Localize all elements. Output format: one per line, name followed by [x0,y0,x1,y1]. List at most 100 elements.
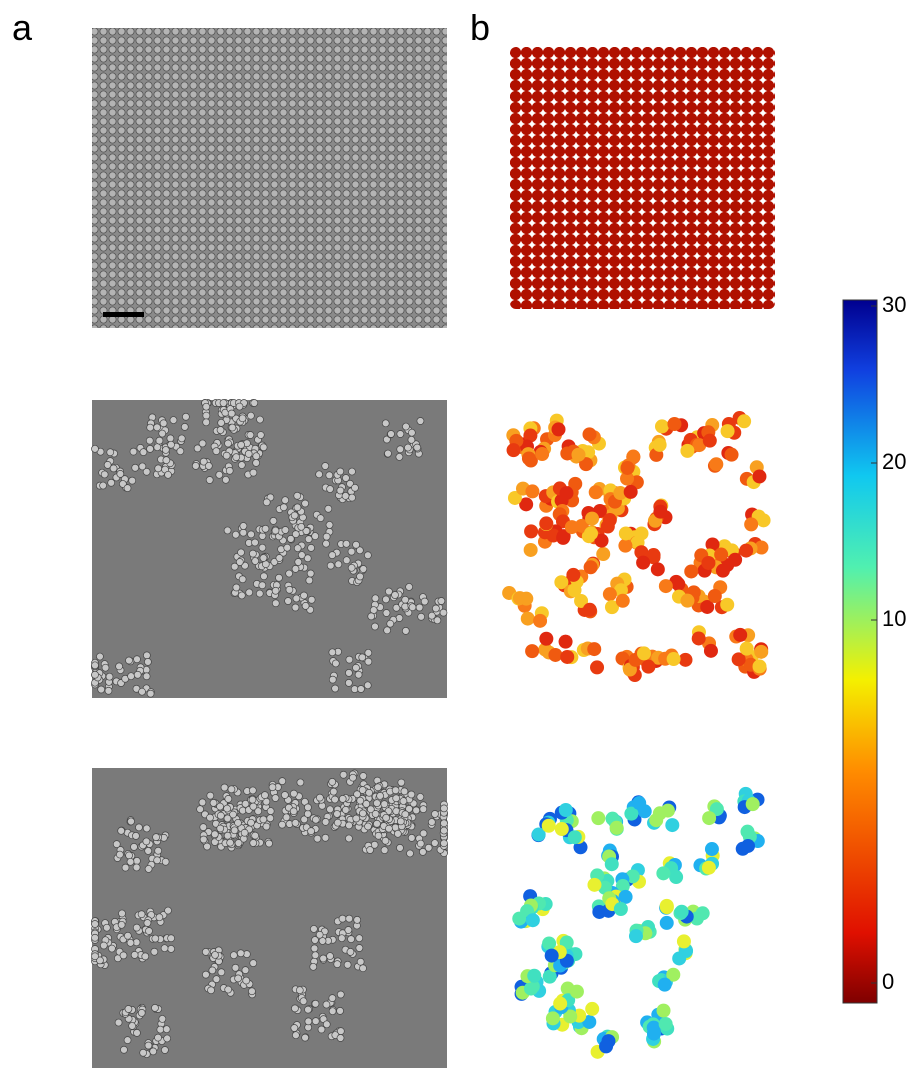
agent [702,861,716,875]
agent [733,628,747,642]
cell [343,540,350,547]
cell [266,840,273,847]
agent [655,419,669,433]
cell [143,673,150,680]
cell [116,851,123,858]
agent [704,644,718,658]
agent [619,890,633,904]
cell [356,935,363,942]
cell [122,864,129,871]
agent [618,539,632,553]
cell [217,803,224,810]
cell [217,825,224,832]
cell [416,604,423,611]
cell [306,577,313,584]
cell [275,574,282,581]
cell [205,462,212,469]
cell [387,620,394,627]
cell [131,951,138,958]
cell [170,417,177,424]
agent [559,803,573,817]
cell [329,552,336,559]
panel-label: a [12,7,33,48]
agent [653,505,667,519]
agent [660,900,674,914]
cell [338,935,345,942]
cell [320,955,327,962]
cell [260,816,267,823]
cell [211,831,218,838]
cell [102,664,109,671]
agent [524,982,538,996]
cell [220,400,227,407]
cell [337,1035,344,1042]
agent [589,485,603,499]
cell [224,527,231,534]
cell [163,1026,170,1033]
cell [108,479,115,486]
cell [377,792,384,799]
cell [346,656,353,663]
cell [310,963,317,970]
cell [92,662,99,669]
cell [247,431,254,438]
agent [620,461,634,475]
cell [129,477,136,484]
cell [130,448,137,455]
cell [353,541,360,548]
cell [259,544,266,551]
agent [555,822,569,836]
cell [394,830,401,837]
colorbar [843,300,877,1003]
cell [372,810,379,817]
agent [737,414,751,428]
cell [420,806,427,813]
agent [636,556,650,570]
agent [675,905,689,919]
cell [133,864,140,871]
cell [385,825,392,832]
cell [192,462,199,469]
agent [525,644,539,658]
cell [249,787,256,794]
cell [440,609,447,616]
cell [280,504,287,511]
cell [232,531,239,538]
cell [212,951,219,958]
cell [345,669,352,676]
cell [228,786,235,793]
cell [327,953,334,960]
agent [667,652,681,666]
cell [397,446,404,453]
cell [441,840,448,847]
cell [359,810,366,817]
cell [291,1005,298,1012]
cell [165,907,172,914]
cell [207,814,214,821]
cell [312,1000,319,1007]
cell [140,1049,147,1056]
agent [739,544,753,558]
cell [203,412,210,419]
agent [616,594,630,608]
agent [680,594,694,608]
agent [677,934,691,948]
agent [653,438,667,452]
agent [705,842,719,856]
agent [585,1002,599,1016]
cell [364,552,371,559]
agent [539,516,553,530]
cell [92,934,99,941]
cell [262,525,269,532]
cell [296,987,303,994]
simulation-grid [510,47,775,309]
cell [441,805,448,812]
cell [300,998,307,1005]
agent [659,579,673,593]
cell [227,839,234,846]
cell [408,791,415,798]
cell [406,583,413,590]
cell [345,927,352,934]
cell [255,808,262,815]
cell [307,570,314,577]
